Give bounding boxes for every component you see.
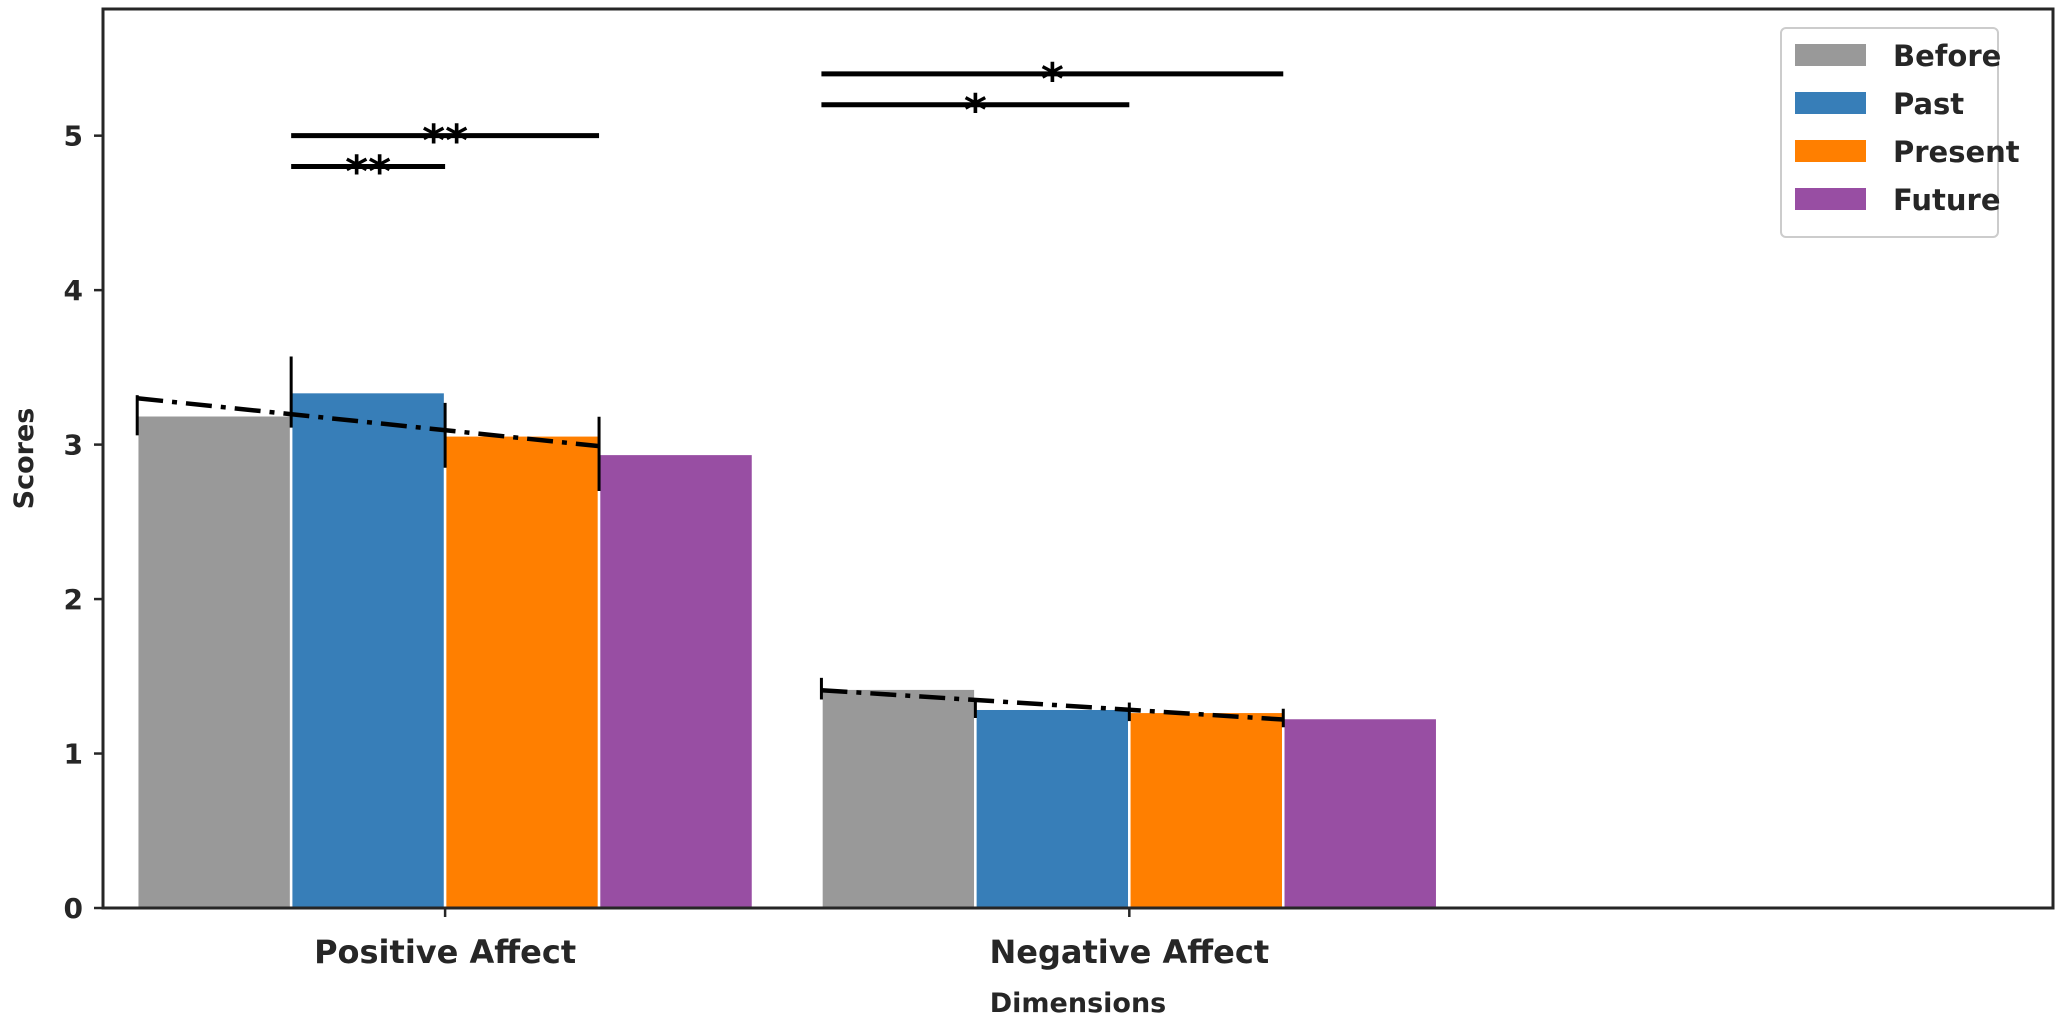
axes-layer: 0 1 2 3 4 5 Positive Affect Negative Affect	[64, 120, 1270, 971]
legend-swatch-future	[1795, 188, 1866, 210]
significance-label-0: **	[345, 147, 391, 198]
bar-past-1	[974, 707, 1131, 910]
legend-swatch-before	[1795, 44, 1866, 66]
bar-present-0	[443, 434, 601, 910]
y-tick-label-0: 0	[64, 892, 83, 925]
legend-label-past: Past	[1893, 87, 1964, 121]
significance-label-3: *	[1041, 54, 1064, 105]
x-axis-label: Dimensions	[990, 988, 1167, 1019]
y-tick-label-2: 2	[64, 583, 83, 616]
bar-before-1	[820, 687, 977, 910]
trend-line-0	[136, 396, 600, 449]
trend-lines-layer	[136, 396, 1284, 722]
bar-future-0	[597, 452, 755, 910]
trend-line-1	[821, 687, 1284, 722]
bar-present-1	[1128, 710, 1285, 910]
legend-label-present: Present	[1893, 135, 2020, 169]
legend-frame	[1780, 27, 1999, 238]
plot-frame	[101, 7, 2055, 910]
y-tick-label-1: 1	[64, 738, 83, 771]
significance-label-1: **	[422, 116, 468, 167]
bar-future-1	[1282, 716, 1439, 910]
significance-label-2: *	[964, 85, 987, 136]
y-tick-label-5: 5	[64, 120, 83, 153]
legend-swatch-present	[1795, 140, 1866, 162]
legend-label-before: Before	[1893, 39, 2001, 73]
x-tick-label-1: Negative Affect	[990, 933, 1270, 971]
bar-past-0	[289, 390, 447, 910]
y-tick-label-4: 4	[64, 274, 83, 307]
legend-swatch-past	[1795, 92, 1866, 114]
bars-layer	[135, 390, 1439, 910]
bar-before-0	[135, 413, 293, 910]
y-axis-label: Scores	[9, 408, 40, 510]
significance-layer: ******	[291, 54, 1284, 198]
legend: Before Past Present Future	[1780, 27, 2020, 238]
legend-label-future: Future	[1893, 183, 2001, 217]
x-tick-label-0: Positive Affect	[314, 933, 576, 971]
y-tick-label-3: 3	[64, 429, 83, 462]
